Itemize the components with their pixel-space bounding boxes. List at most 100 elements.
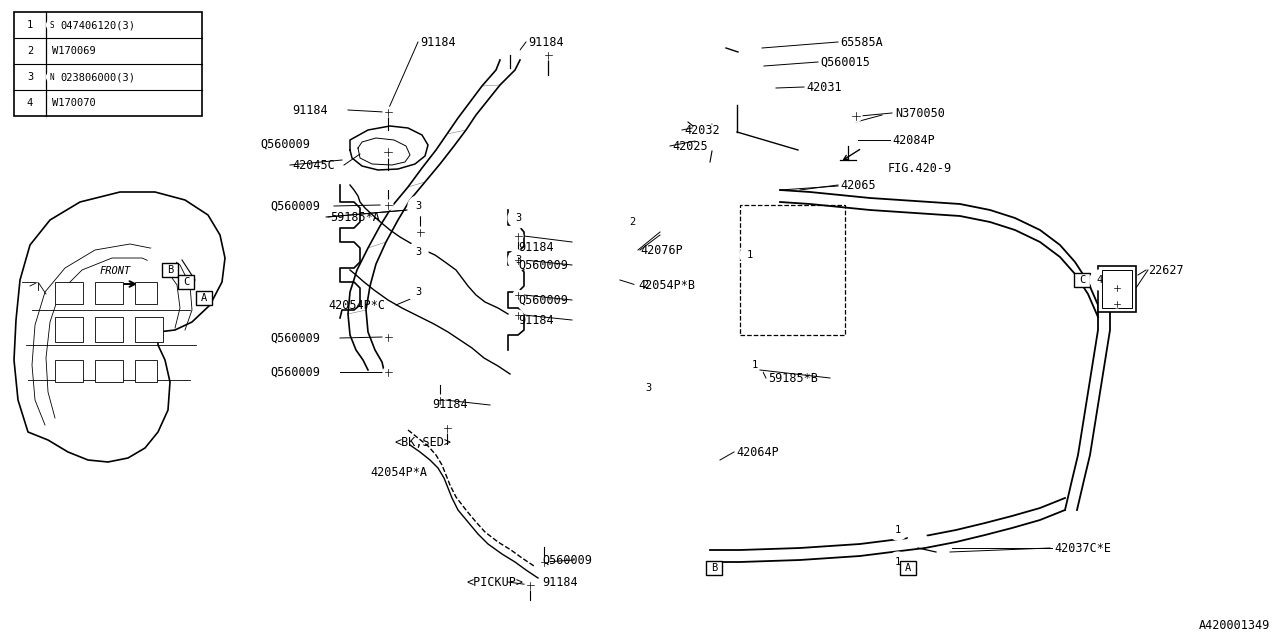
Bar [14, 12, 202, 116]
Text: W170069: W170069 [52, 46, 96, 56]
Ellipse shape [745, 367, 754, 372]
Text: 42065: 42065 [840, 179, 876, 191]
Text: W170070: W170070 [52, 98, 96, 108]
Circle shape [435, 395, 445, 405]
Text: C: C [183, 277, 189, 287]
Circle shape [408, 196, 428, 216]
Circle shape [46, 72, 58, 83]
Bar [134, 282, 157, 304]
Text: S: S [50, 20, 54, 29]
Bar [1102, 270, 1132, 308]
Text: 3: 3 [415, 247, 421, 257]
Ellipse shape [500, 45, 518, 55]
Polygon shape [349, 126, 428, 170]
Text: 91184: 91184 [518, 241, 554, 253]
Ellipse shape [745, 67, 759, 74]
Circle shape [154, 250, 170, 266]
Circle shape [26, 258, 50, 282]
Text: 2: 2 [628, 217, 635, 227]
Ellipse shape [741, 64, 763, 76]
Text: 42054P*C: 42054P*C [328, 298, 385, 312]
Text: 3: 3 [415, 201, 421, 211]
Bar [134, 360, 157, 382]
Text: FIG.420-9: FIG.420-9 [888, 161, 952, 175]
Circle shape [383, 367, 393, 377]
Circle shape [850, 110, 861, 122]
Bar [95, 360, 123, 382]
Circle shape [1114, 284, 1121, 292]
Ellipse shape [737, 79, 773, 105]
Text: 91184: 91184 [433, 399, 467, 412]
Text: 1: 1 [895, 557, 901, 567]
Text: 22627: 22627 [1148, 264, 1184, 276]
Ellipse shape [504, 47, 516, 53]
Circle shape [408, 282, 428, 302]
Circle shape [622, 212, 643, 232]
Text: 91184: 91184 [541, 575, 577, 589]
Text: 023806000(3): 023806000(3) [60, 72, 134, 82]
Text: <BK,SED>: <BK,SED> [394, 435, 451, 449]
Ellipse shape [840, 134, 856, 146]
Ellipse shape [696, 129, 728, 151]
Text: Q560009: Q560009 [541, 554, 591, 566]
Circle shape [20, 93, 40, 113]
Text: Q560009: Q560009 [270, 200, 320, 212]
Circle shape [888, 520, 908, 540]
Bar [707, 561, 722, 575]
Text: 1: 1 [746, 250, 753, 260]
Text: Q560009: Q560009 [270, 365, 320, 378]
Circle shape [740, 245, 760, 265]
Bar [134, 317, 163, 342]
Polygon shape [348, 60, 520, 375]
Circle shape [148, 244, 177, 272]
Text: 59185*B: 59185*B [768, 371, 818, 385]
Text: <PICKUP>: <PICKUP> [466, 575, 524, 589]
Circle shape [513, 310, 524, 320]
Text: 3: 3 [515, 255, 521, 265]
Text: 1: 1 [895, 525, 901, 535]
Circle shape [513, 290, 524, 300]
Circle shape [46, 19, 58, 31]
Text: 3: 3 [27, 72, 33, 82]
Text: Q560009: Q560009 [260, 138, 310, 150]
Circle shape [383, 107, 393, 117]
Text: 91184: 91184 [529, 35, 563, 49]
Circle shape [29, 262, 46, 278]
Text: B: B [710, 563, 717, 573]
PathPatch shape [14, 192, 225, 462]
Circle shape [381, 146, 394, 158]
Circle shape [35, 266, 42, 274]
Bar [1098, 266, 1137, 312]
Ellipse shape [407, 205, 422, 215]
Text: 42045C: 42045C [292, 159, 335, 172]
Circle shape [442, 423, 452, 433]
Ellipse shape [929, 553, 943, 563]
Text: A420001349: A420001349 [1199, 619, 1270, 632]
Text: Q560009: Q560009 [518, 259, 568, 271]
Ellipse shape [694, 120, 710, 131]
Text: Q560009: Q560009 [270, 332, 320, 344]
Circle shape [159, 255, 165, 261]
Ellipse shape [701, 133, 722, 147]
Bar [900, 561, 916, 575]
Text: 42031: 42031 [806, 81, 842, 93]
Circle shape [635, 275, 655, 295]
Ellipse shape [908, 533, 928, 547]
Text: 2: 2 [27, 46, 33, 56]
Ellipse shape [742, 365, 758, 375]
Ellipse shape [742, 48, 754, 56]
Polygon shape [358, 138, 410, 165]
Text: N: N [50, 72, 54, 81]
Text: 65585A: 65585A [840, 35, 883, 49]
Circle shape [637, 378, 658, 398]
Circle shape [525, 580, 535, 590]
Ellipse shape [749, 88, 762, 96]
Text: 1: 1 [751, 360, 758, 370]
Bar [163, 263, 178, 277]
Bar [1074, 273, 1091, 287]
Text: C: C [1079, 275, 1085, 285]
Text: 42032: 42032 [684, 124, 719, 136]
Text: B: B [166, 265, 173, 275]
Circle shape [513, 231, 524, 241]
Circle shape [383, 200, 393, 210]
